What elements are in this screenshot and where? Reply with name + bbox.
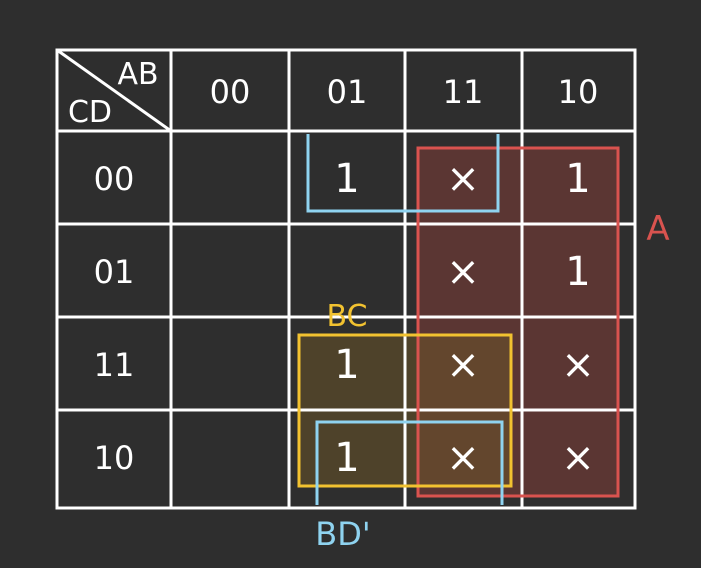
group-bd-prime-bottom-outline bbox=[315, 420, 504, 505]
group-bc-outline bbox=[297, 333, 513, 488]
row-header-1: 01 bbox=[94, 253, 135, 291]
col-header-2: 11 bbox=[443, 73, 484, 111]
col-headers: 00 01 11 10 bbox=[210, 73, 599, 111]
group-bc-label: BC bbox=[326, 299, 367, 334]
corner-col-var: AB bbox=[117, 57, 158, 92]
row-header-2: 11 bbox=[94, 346, 135, 384]
row-header-3: 10 bbox=[94, 439, 135, 477]
cells: 1 × 1 × 1 1 × × 1 × × bbox=[334, 156, 594, 481]
group-a-label: A bbox=[646, 209, 669, 249]
cell-r3-c3: × bbox=[561, 435, 595, 481]
cell-r1-c3: 1 bbox=[565, 249, 590, 295]
col-header-1: 01 bbox=[327, 73, 368, 111]
corner-row-var: CD bbox=[68, 95, 112, 130]
kmap-grid bbox=[55, 48, 637, 510]
row-headers: 00 01 11 10 bbox=[94, 160, 135, 477]
cell-r2-c1: 1 bbox=[334, 342, 359, 388]
grid-border bbox=[55, 48, 637, 510]
cell-r2-c3: × bbox=[561, 342, 595, 388]
cell-r0-c3: 1 bbox=[565, 156, 590, 202]
corner-diagonal bbox=[56, 48, 172, 133]
cell-r2-c2: × bbox=[446, 342, 480, 388]
group-bd-prime-top-outline bbox=[306, 134, 500, 213]
group-a-outline bbox=[416, 146, 620, 498]
group-outlines bbox=[297, 134, 620, 505]
col-header-3: 10 bbox=[558, 73, 599, 111]
group-bd-prime-label: BD' bbox=[315, 515, 370, 553]
cell-r1-c2: × bbox=[446, 249, 480, 295]
cell-r0-c2: × bbox=[446, 156, 480, 202]
cell-r3-c2: × bbox=[446, 435, 480, 481]
row-header-0: 00 bbox=[94, 160, 135, 198]
col-header-0: 00 bbox=[210, 73, 251, 111]
cell-r3-c1: 1 bbox=[334, 435, 359, 481]
cell-r0-c1: 1 bbox=[334, 156, 359, 202]
